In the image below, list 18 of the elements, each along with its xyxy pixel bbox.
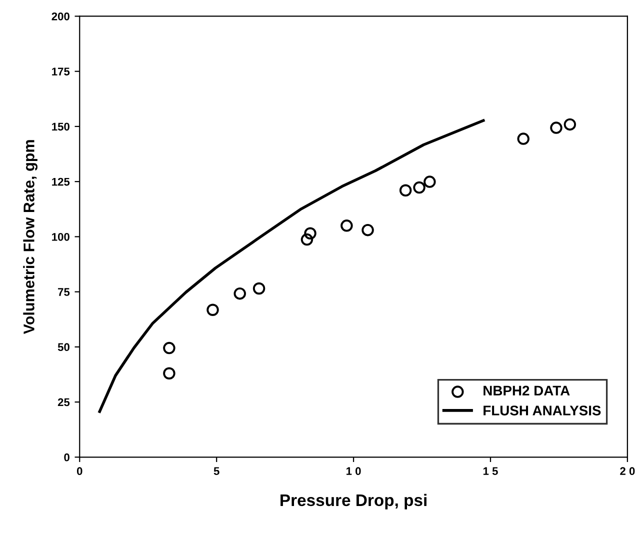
y-tick-label: 150 bbox=[52, 122, 70, 131]
y-axis-title: Volumetric Flow Rate, gpm bbox=[23, 140, 38, 334]
y-tick-label: 100 bbox=[52, 232, 70, 241]
x-axis-title: Pressure Drop, psi bbox=[280, 494, 426, 510]
x-tick-label: 0 bbox=[76, 467, 82, 476]
y-tick-label: 175 bbox=[52, 68, 70, 76]
y-tick-label: 125 bbox=[52, 178, 70, 186]
y-tick-label: 50 bbox=[58, 343, 70, 352]
y-tick-label: 75 bbox=[58, 288, 70, 296]
y-tick-label: 200 bbox=[52, 12, 70, 20]
y-tick-label: 0 bbox=[64, 453, 70, 462]
x-tick-label: 5 bbox=[214, 467, 220, 476]
legend-label: NBPH2 DATA bbox=[484, 386, 570, 396]
x-tick-label: 2 0 bbox=[620, 467, 635, 476]
x-tick-label: 1 0 bbox=[346, 467, 361, 476]
legend-label: FLUSH ANALYSIS bbox=[484, 406, 601, 416]
y-tick-label: 25 bbox=[58, 398, 70, 406]
x-tick-label: 1 5 bbox=[483, 467, 498, 476]
